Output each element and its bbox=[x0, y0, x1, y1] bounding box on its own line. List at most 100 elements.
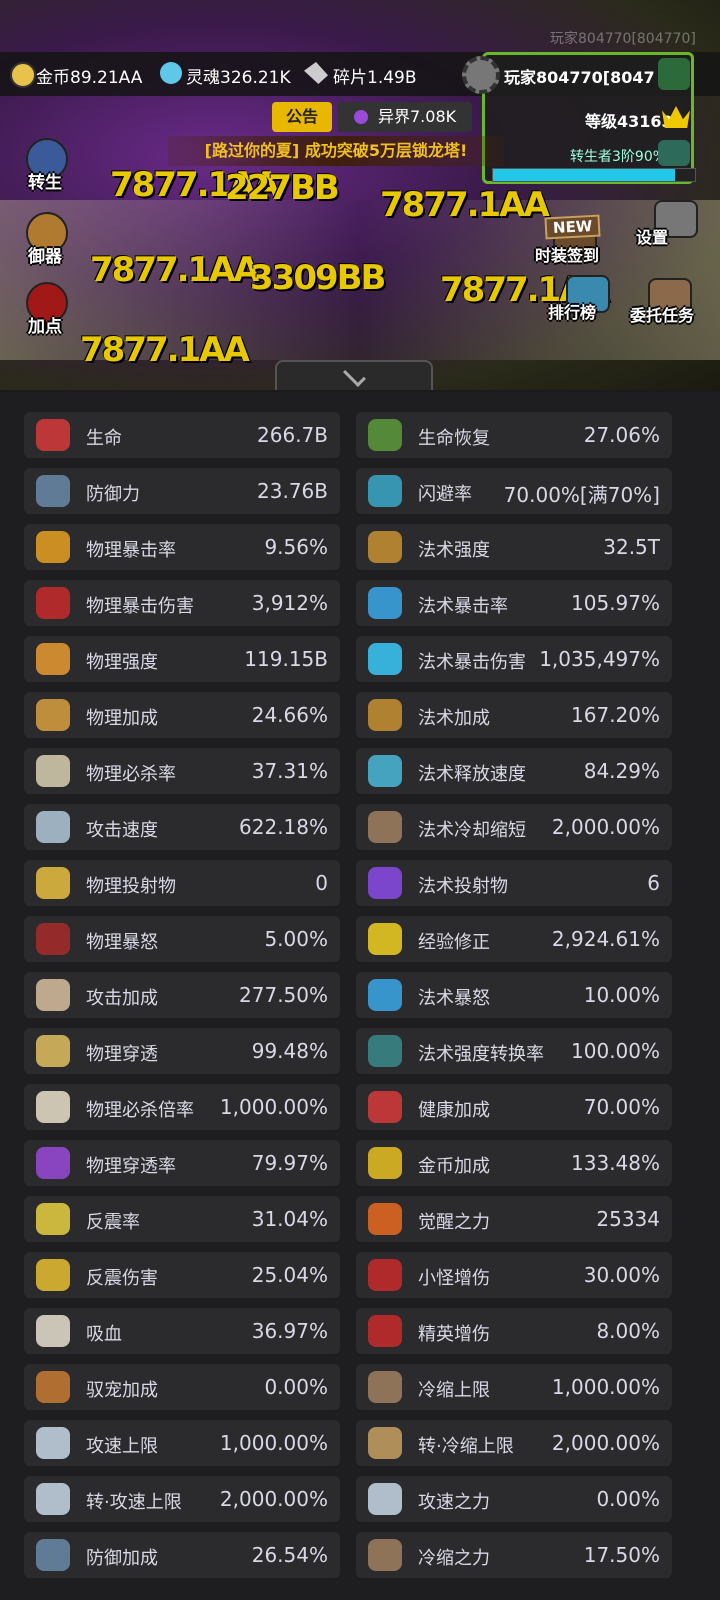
stat-value: 1,000.00% bbox=[219, 1431, 328, 1455]
stat-label: 法术强度 bbox=[418, 540, 490, 561]
stat-icon bbox=[368, 643, 402, 675]
stat-cell: 健康加成 70.00% bbox=[356, 1084, 672, 1130]
stat-label: 物理投射物 bbox=[86, 876, 176, 897]
stat-cell: 物理强度 119.15B bbox=[24, 636, 340, 682]
menu-icon[interactable] bbox=[26, 138, 68, 180]
stat-label: 转·冷缩上限 bbox=[418, 1436, 514, 1457]
stat-cell: 闪避率 70.00%[满70%] bbox=[356, 468, 672, 514]
gear-icon[interactable] bbox=[462, 56, 500, 94]
stat-label: 物理暴击伤害 bbox=[86, 596, 194, 617]
stat-label: 法术释放速度 bbox=[418, 764, 526, 785]
stat-value: 2,000.00% bbox=[551, 1431, 660, 1455]
currency: 金币89.21AA bbox=[36, 68, 143, 88]
stat-value: 8.00% bbox=[596, 1319, 660, 1343]
player-name: 玩家804770[804770] bbox=[504, 68, 654, 87]
menu-icon[interactable] bbox=[566, 275, 610, 313]
menu-icon[interactable] bbox=[26, 212, 68, 254]
collapse-tab[interactable] bbox=[275, 360, 433, 390]
damage-number: 7877.1AA bbox=[90, 250, 260, 290]
stat-value: 23.76B bbox=[257, 479, 328, 503]
damage-number: 7877.1AA bbox=[380, 185, 550, 225]
stat-value: 277.50% bbox=[239, 983, 328, 1007]
stat-label: 健康加成 bbox=[418, 1100, 490, 1121]
menu-label[interactable]: 委托任务 bbox=[630, 306, 695, 325]
stat-value: 17.50% bbox=[583, 1543, 660, 1567]
stat-cell: 物理加成 24.66% bbox=[24, 692, 340, 738]
menu-label[interactable]: 时装签到 bbox=[535, 246, 600, 265]
menu-label[interactable]: 设置 bbox=[636, 228, 669, 247]
stat-value: 32.5T bbox=[603, 535, 660, 559]
stat-value: 31.04% bbox=[251, 1207, 328, 1231]
stat-icon bbox=[36, 1539, 70, 1571]
stat-cell: 法术强度转换率 100.00% bbox=[356, 1028, 672, 1074]
stat-icon bbox=[368, 1315, 402, 1347]
stat-cell: 冷缩上限 1,000.00% bbox=[356, 1364, 672, 1410]
stat-cell: 冷缩之力 17.50% bbox=[356, 1532, 672, 1578]
stat-label: 闪避率 bbox=[418, 484, 472, 505]
stat-cell: 觉醒之力 25334 bbox=[356, 1196, 672, 1242]
stat-value: 2,924.61% bbox=[551, 927, 660, 951]
stat-cell: 转·攻速上限 2,000.00% bbox=[24, 1476, 340, 1522]
stat-value: 2,000.00% bbox=[551, 815, 660, 839]
game-scene: 7877.1AA 227BB 7877.1AA 7877.1AA 3309BB 7877.… bbox=[0, 0, 720, 390]
stat-icon bbox=[368, 1259, 402, 1291]
otherworld[interactable]: 异界7.08K bbox=[338, 102, 472, 132]
stat-icon bbox=[36, 1091, 70, 1123]
stat-cell: 转·冷缩上限 2,000.00% bbox=[356, 1420, 672, 1466]
stat-value: 1,000.00% bbox=[551, 1375, 660, 1399]
stat-label: 反震伤害 bbox=[86, 1268, 158, 1289]
stat-icon bbox=[36, 1147, 70, 1179]
stat-label: 物理穿透 bbox=[86, 1044, 158, 1065]
stat-icon bbox=[36, 923, 70, 955]
stat-value: 266.7B bbox=[257, 423, 328, 447]
stat-cell: 物理穿透率 79.97% bbox=[24, 1140, 340, 1186]
stat-value: 167.20% bbox=[571, 703, 660, 727]
stat-icon bbox=[36, 531, 70, 563]
stat-icon bbox=[368, 531, 402, 563]
stat-icon bbox=[368, 1035, 402, 1067]
otherworld-icon bbox=[354, 110, 368, 124]
menu-label[interactable]: 转生 bbox=[28, 173, 62, 193]
menu-icon[interactable] bbox=[26, 282, 68, 324]
stat-label: 经验修正 bbox=[418, 932, 490, 953]
stat-label: 反震率 bbox=[86, 1212, 140, 1233]
stat-cell: 法术冷却缩短 2,000.00% bbox=[356, 804, 672, 850]
menu-label[interactable]: 排行榜 bbox=[548, 303, 597, 322]
menu-label[interactable]: 加点 bbox=[28, 317, 62, 337]
leaf-button[interactable] bbox=[658, 58, 690, 90]
stat-value: 79.97% bbox=[251, 1151, 328, 1175]
stat-label: 攻速上限 bbox=[86, 1436, 158, 1457]
stat-icon bbox=[36, 1035, 70, 1067]
stat-icon bbox=[36, 587, 70, 619]
progress-bar bbox=[492, 168, 696, 182]
stat-icon bbox=[368, 1091, 402, 1123]
stat-label: 生命恢复 bbox=[418, 428, 490, 449]
stat-label: 物理必杀倍率 bbox=[86, 1100, 194, 1121]
stat-label: 法术暴击伤害 bbox=[418, 652, 526, 673]
stat-icon bbox=[368, 1147, 402, 1179]
stat-label: 防御力 bbox=[86, 484, 140, 505]
stat-label: 法术暴怒 bbox=[418, 988, 490, 1009]
menu-icon[interactable] bbox=[654, 200, 698, 238]
notice-tab[interactable]: 公告 bbox=[272, 102, 332, 132]
stat-value: 100.00% bbox=[571, 1039, 660, 1063]
stat-cell: 防御加成 26.54% bbox=[24, 1532, 340, 1578]
stat-icon bbox=[368, 923, 402, 955]
menu-icon[interactable] bbox=[648, 278, 692, 316]
stat-cell: 生命 266.7B bbox=[24, 412, 340, 458]
stat-cell: 精英增伤 8.00% bbox=[356, 1308, 672, 1354]
stat-icon bbox=[36, 867, 70, 899]
stat-icon bbox=[36, 811, 70, 843]
stat-label: 攻速之力 bbox=[418, 1492, 490, 1513]
stat-icon bbox=[36, 419, 70, 451]
menu-label[interactable]: 御器 bbox=[28, 247, 62, 267]
damage-number: 7877.1AA bbox=[110, 165, 280, 205]
stat-value: 2,000.00% bbox=[219, 1487, 328, 1511]
stat-value: 0 bbox=[315, 871, 328, 895]
stat-value: 0.00% bbox=[264, 1375, 328, 1399]
stat-value: 9.56% bbox=[264, 535, 328, 559]
stat-value: 24.66% bbox=[251, 703, 328, 727]
swirl-button[interactable] bbox=[658, 140, 690, 166]
stat-cell: 防御力 23.76B bbox=[24, 468, 340, 514]
